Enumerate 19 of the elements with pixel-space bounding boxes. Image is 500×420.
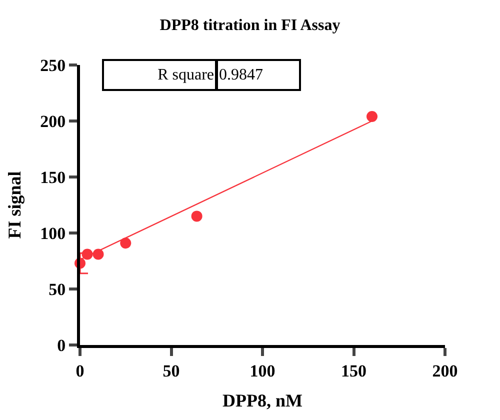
x-axis-title: DPP8, nM [222, 390, 302, 410]
y-tick-label: 50 [48, 280, 66, 299]
x-tick-label: 50 [162, 361, 180, 380]
annotation: 0.9847 [219, 66, 263, 84]
y-tick-label: 200 [40, 112, 66, 131]
annotation: R square [158, 66, 214, 84]
point [120, 238, 132, 249]
x-tick-label: 100 [250, 361, 276, 380]
point [191, 210, 202, 222]
y-tick-label: 250 [40, 56, 66, 75]
y-tick-label: 0 [57, 336, 66, 355]
point [366, 111, 378, 122]
y-tick-label: 150 [40, 168, 66, 187]
x-tick-label: 0 [76, 361, 84, 380]
x-tick-label: 150 [341, 361, 366, 380]
y-axis-title: FI signal [4, 171, 24, 239]
x-tick-label: 200 [432, 361, 458, 380]
y-tick-label: 100 [40, 224, 66, 243]
chart-title: DPP8 titration in FI Assay [160, 17, 340, 34]
